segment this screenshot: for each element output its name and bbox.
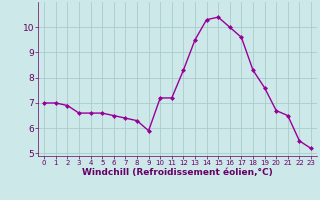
X-axis label: Windchill (Refroidissement éolien,°C): Windchill (Refroidissement éolien,°C) xyxy=(82,168,273,177)
